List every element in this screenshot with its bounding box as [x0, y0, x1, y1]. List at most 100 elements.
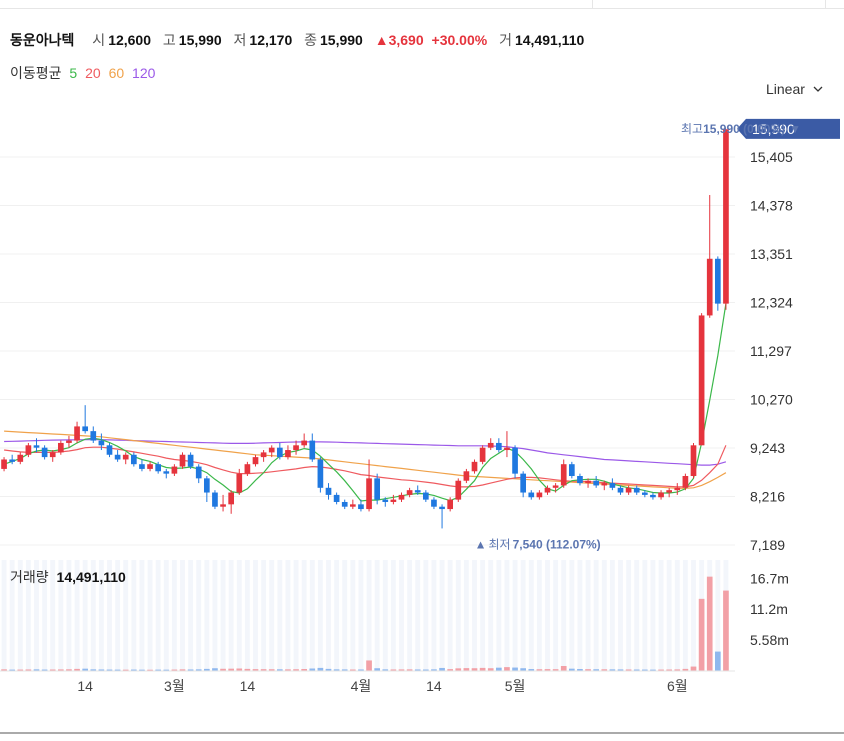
candle-body [650, 494, 656, 498]
volume-bar [536, 669, 543, 671]
last-price-tag: 15,990 [737, 118, 840, 139]
y-tick-label: 14,378 [750, 198, 793, 214]
volume-title: 거래량 14,491,110 [10, 567, 126, 587]
volume-bar [212, 668, 218, 671]
volume-bar [552, 669, 559, 671]
candle [260, 450, 267, 462]
candle [698, 313, 705, 446]
volume-bar [268, 669, 275, 671]
volume-grid-column [204, 560, 210, 671]
candle [552, 483, 559, 493]
volume-grid-column [236, 560, 242, 671]
candle-body [593, 480, 600, 486]
volume-bar [601, 669, 608, 671]
candle [252, 454, 259, 467]
series-line-ma5 [3, 303, 727, 502]
candle-body [309, 440, 316, 460]
volume-grid-column [601, 560, 607, 671]
volume-grid-column [334, 560, 340, 671]
volume-grid-column [188, 560, 194, 671]
volume-bar [163, 669, 170, 671]
candle [74, 421, 80, 443]
volume-bar [317, 667, 324, 671]
candle-body [74, 426, 80, 441]
y-tick-label: 11,297 [750, 343, 792, 359]
volume-bar [463, 668, 470, 671]
ma-legend-item-60[interactable]: 60 [108, 65, 125, 81]
candle-body [666, 490, 673, 493]
volume-grid-column [98, 560, 104, 671]
volume-grid-column [455, 560, 461, 671]
candle-body [455, 480, 462, 500]
volume-grid-column [480, 560, 486, 671]
candle-body [382, 499, 389, 502]
volume-bar [714, 651, 721, 671]
candle [666, 487, 673, 498]
high-annotation-label: 최고 [681, 122, 703, 136]
volume-bar [285, 669, 291, 671]
candle [601, 480, 608, 491]
volume-bar [155, 669, 162, 671]
candle-body [139, 464, 145, 469]
candle-body [609, 483, 616, 488]
candle-body [585, 480, 591, 484]
volume-grid-column [472, 560, 477, 671]
volume-bar [139, 669, 145, 671]
candle-body [463, 471, 470, 481]
series-line-ma120 [4, 438, 727, 466]
candle-body [98, 440, 105, 446]
candle [163, 468, 170, 479]
candle-body [82, 426, 89, 432]
candle-body [633, 487, 640, 493]
volume-bar [41, 669, 48, 671]
candle [398, 492, 405, 502]
change-value: ▲3,690 [374, 32, 424, 48]
volume-grid-column [25, 560, 31, 671]
open-value: 12,600 [108, 32, 152, 48]
volume-bar [512, 667, 518, 671]
volume-value: 14,491,110 [514, 32, 585, 48]
ma-legend-item-120[interactable]: 120 [132, 65, 156, 81]
volume-bar [641, 669, 648, 671]
ma-legend-item-5[interactable]: 5 [69, 65, 78, 81]
candle-body [252, 457, 259, 465]
volume-bar [179, 669, 186, 671]
volume-bar [577, 669, 583, 671]
candle-body [276, 447, 283, 458]
x-tick-label: 14 [426, 678, 442, 694]
volume-bar [325, 668, 332, 671]
close-label: 종 [304, 32, 318, 48]
volume-grid-column [196, 560, 202, 671]
volume-grid-column [350, 560, 356, 671]
candle [333, 492, 340, 505]
volume-bar [633, 669, 640, 671]
volume-bar [520, 668, 527, 671]
volume-grid-column [488, 560, 494, 671]
volume-bar [544, 669, 551, 671]
ma-legend-item-20[interactable]: 20 [85, 65, 101, 81]
y-tick-label: 15,405 [750, 149, 793, 165]
volume-grid-column [261, 560, 267, 671]
price-summary: 동운아나텍 시 12,600 고 15,990 저 12,170 종 15,990 ▲3… [10, 30, 592, 50]
candle [512, 445, 518, 479]
candle [309, 433, 316, 462]
volume-grid-column [431, 560, 437, 671]
volume-grid-column [520, 560, 526, 671]
candle [171, 464, 178, 477]
volume-grid-column [50, 560, 56, 671]
scale-dropdown[interactable]: Linear [766, 81, 823, 97]
candle-body [495, 442, 502, 451]
candle-body [301, 440, 308, 446]
candle [17, 452, 24, 465]
volume-bars [1, 576, 729, 671]
volume-grid-column [285, 560, 291, 671]
candle [41, 445, 48, 460]
volume-grid-column [382, 560, 388, 671]
candle-body [406, 490, 413, 495]
volume-bar [495, 667, 502, 671]
candle [98, 433, 105, 451]
volume-bar [25, 669, 32, 671]
candle-body [390, 499, 397, 502]
candle [487, 438, 494, 451]
